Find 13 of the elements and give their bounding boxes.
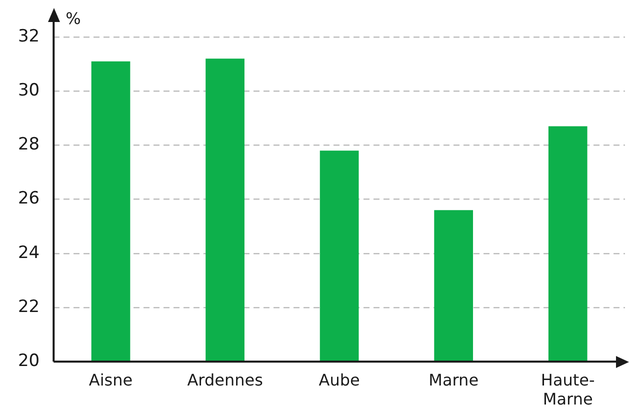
y-tick-label: 22 (18, 296, 40, 317)
y-axis-title: % (66, 9, 81, 28)
y-tick-label: 30 (18, 80, 40, 101)
y-tick-label: 26 (18, 188, 40, 209)
x-tick-label: Marne (428, 370, 479, 390)
x-tick-label: Aube (318, 370, 360, 390)
y-tick-label: 28 (18, 134, 40, 155)
y-tick-label: 20 (18, 351, 40, 372)
y-tick-label: 24 (18, 242, 40, 263)
x-tick-label: Haute-Marne (540, 370, 595, 409)
x-tick-label: Aisne (88, 370, 133, 390)
x-tick-label: Ardennes (187, 370, 263, 390)
y-tick-label: 32 (18, 26, 40, 46)
